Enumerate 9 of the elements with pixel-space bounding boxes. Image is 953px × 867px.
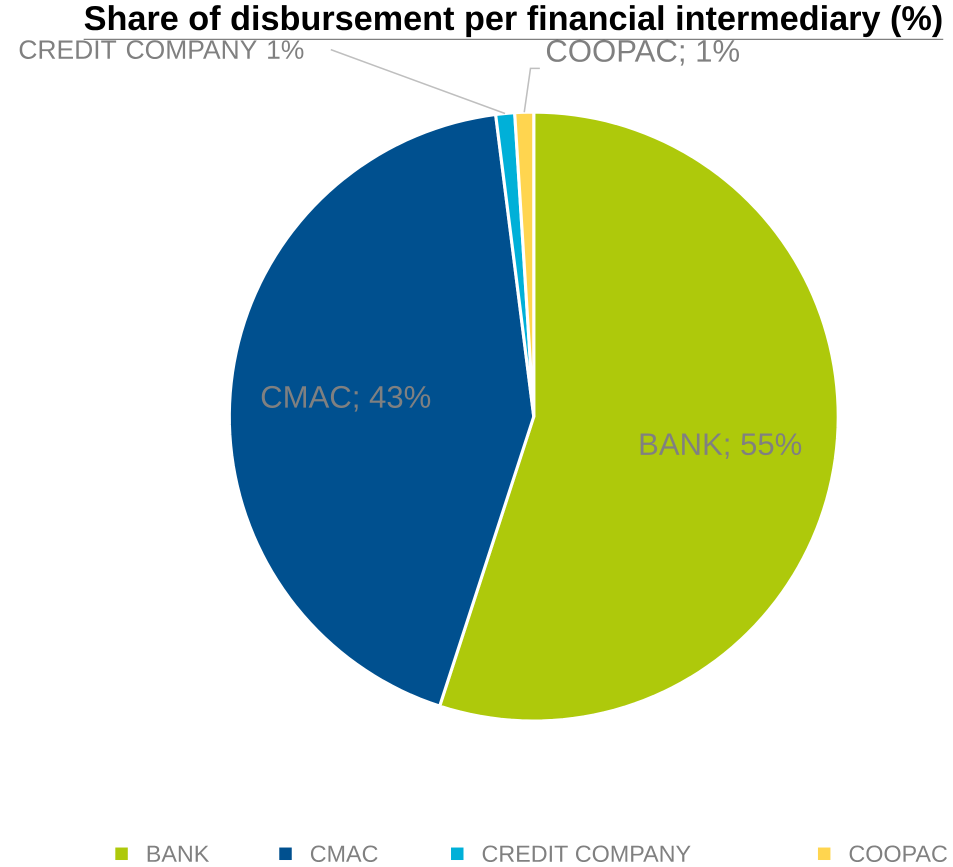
- data-label: COOPAC; 1%: [546, 40, 739, 66]
- chart-title: Share of disbursement per financial intermediary (%): [84, 5, 942, 37]
- legend-label: CREDIT COMPANY: [482, 845, 691, 862]
- legend-label: COOPAC: [850, 845, 947, 862]
- data-label: CMAC; 43%: [262, 386, 430, 412]
- legend-label: CMAC: [310, 845, 378, 862]
- data-label: BANK; 55%: [640, 433, 802, 459]
- legend-label: BANK: [148, 846, 210, 862]
- data-label: CREDIT COMPANY 1%: [20, 40, 304, 59]
